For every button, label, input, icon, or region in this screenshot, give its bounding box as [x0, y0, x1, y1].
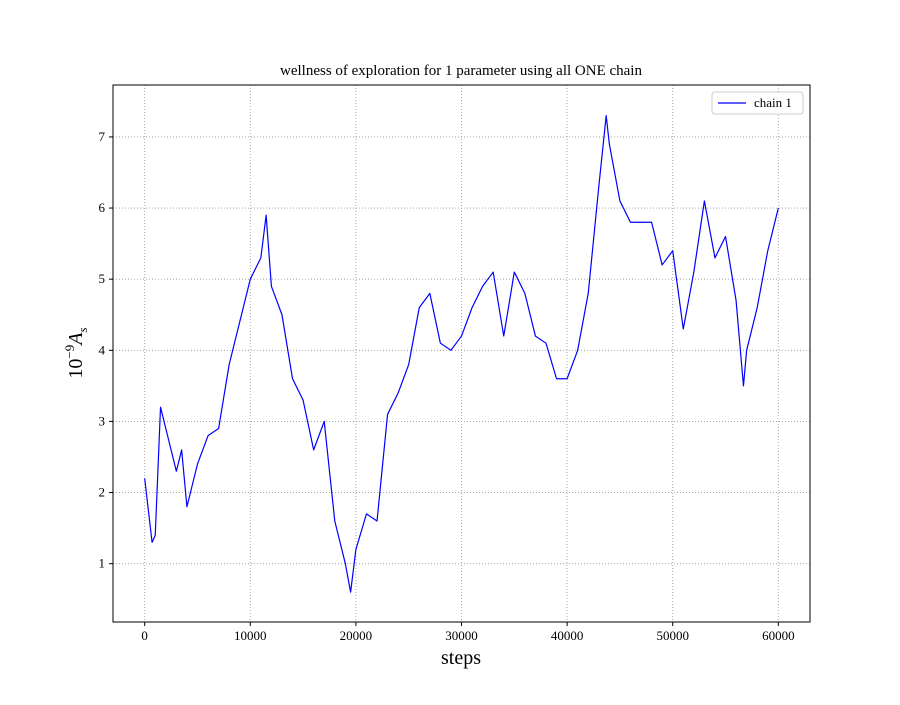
- legend-label: chain 1: [754, 95, 792, 110]
- y-tick-label: 6: [99, 200, 106, 215]
- y-axis-label: 10−9As: [62, 327, 90, 378]
- y-tick-label: 2: [99, 485, 106, 500]
- x-tick-label: 20000: [340, 628, 373, 643]
- y-label-symbol: A: [65, 332, 87, 347]
- x-tick-label: 0: [141, 628, 148, 643]
- legend-box: [711, 91, 804, 115]
- y-label-base: 10: [65, 359, 87, 379]
- y-tick-label: 5: [99, 271, 106, 286]
- x-axis-label: steps: [441, 647, 481, 669]
- y-label-exponent: −9: [62, 345, 77, 359]
- y-tick-label: 1: [99, 556, 106, 571]
- y-label-subscript: s: [75, 327, 90, 332]
- chart-title: wellness of exploration for 1 parameter …: [280, 63, 642, 79]
- x-tick-label: 50000: [656, 628, 689, 643]
- data-line: [144, 114, 779, 593]
- x-tick-label: 60000: [762, 628, 795, 643]
- y-tick-label: 4: [99, 342, 106, 357]
- plot-frame: [112, 84, 811, 623]
- y-tick-label: 7: [99, 129, 106, 144]
- x-tick-label: 40000: [551, 628, 584, 643]
- x-tick-label: 30000: [445, 628, 478, 643]
- y-tick-label: 3: [99, 413, 106, 428]
- x-tick-label: 10000: [234, 628, 267, 643]
